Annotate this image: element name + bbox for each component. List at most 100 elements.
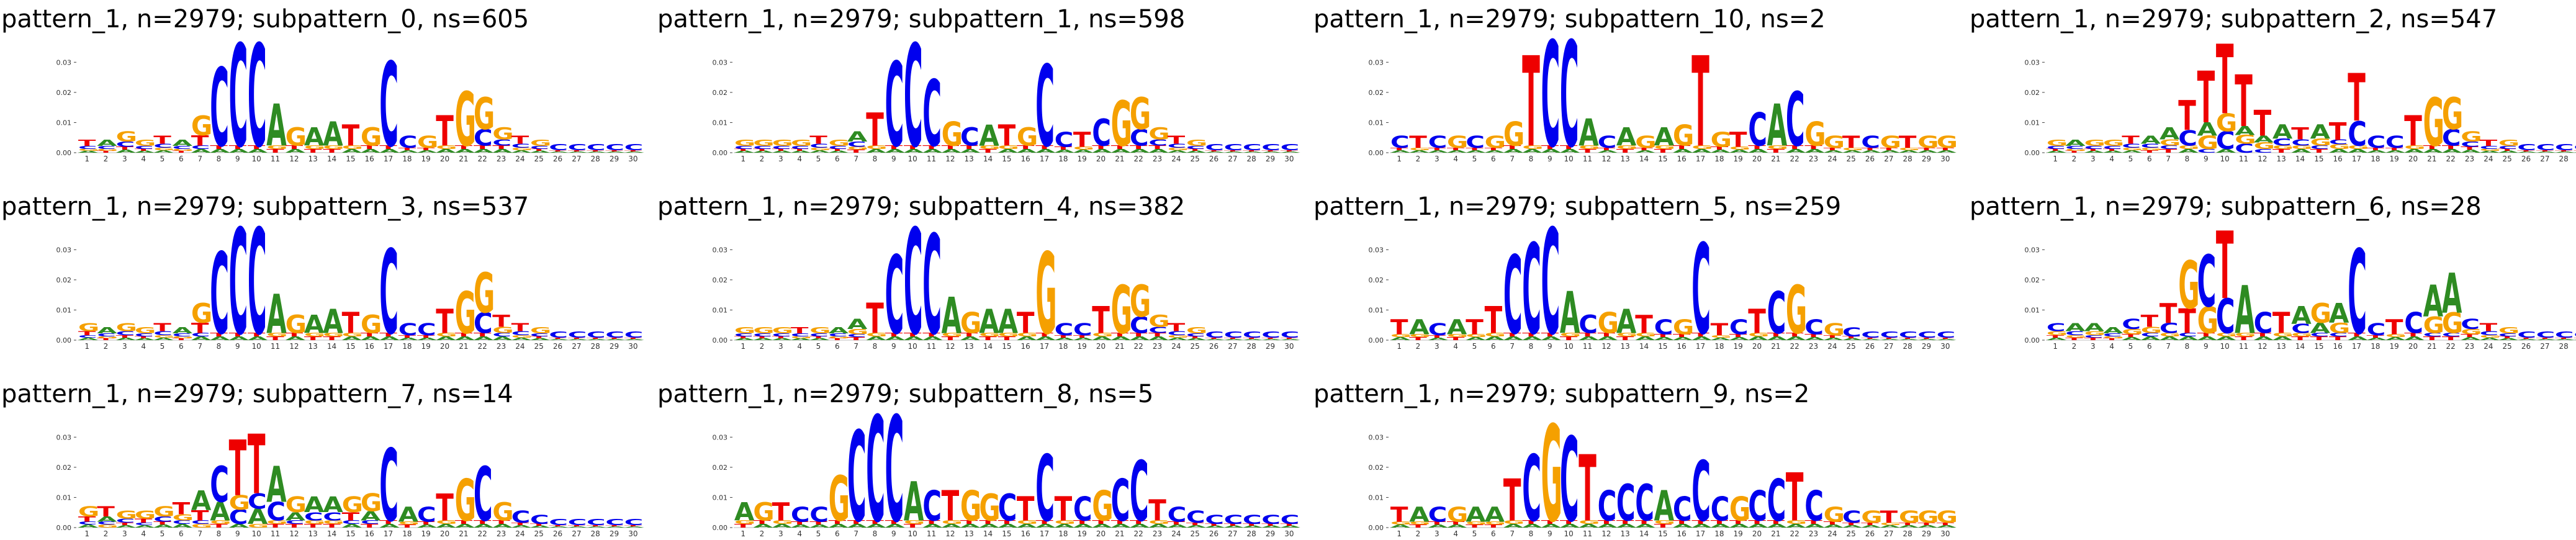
x-tick-label: 17 (384, 342, 393, 351)
logo-letter: T (78, 515, 96, 523)
logo-letter: G (474, 88, 495, 140)
logo-letter: G (998, 145, 1019, 150)
x-tick-label: 9 (1547, 529, 1552, 538)
logo-letter: A (97, 326, 117, 335)
logo-letter: A (492, 523, 513, 529)
x-tick-label: 23 (497, 155, 506, 163)
x-tick-label: 2 (2072, 155, 2077, 163)
logo-letter: T (847, 520, 865, 525)
x-tick-label: 18 (402, 529, 412, 538)
x-tick-label: 13 (1621, 342, 1630, 351)
x-tick-label: 1 (1397, 529, 1402, 538)
logo-letter: C (2141, 332, 2160, 338)
logo-letter: A (417, 524, 438, 529)
logo-letter: G (829, 138, 850, 148)
x-tick-label: 7 (2166, 342, 2171, 351)
x-tick-label: 4 (797, 342, 802, 351)
x-tick-label: 17 (384, 529, 393, 538)
logo-letter: A (379, 336, 400, 341)
logo-letter: C (1224, 330, 1243, 340)
logo-letter: G (248, 523, 269, 529)
logo-letter: G (135, 326, 156, 335)
x-tick-label: 10 (2220, 155, 2230, 163)
y-tick-label: 0.00 (1369, 149, 1384, 157)
logo-letter: G (455, 280, 476, 347)
logo-letter: C (2461, 317, 2480, 333)
logo-letter: T (1428, 521, 1446, 526)
x-tick-label: 11 (1583, 529, 1592, 538)
logo-letter: G (1711, 128, 1732, 152)
logo-letter: A (2197, 336, 2218, 341)
logo-letter: T (791, 326, 809, 335)
logo-letter: A (1243, 339, 1263, 341)
logo-letter: A (1243, 151, 1263, 153)
logo-letter: T (78, 330, 96, 336)
logo-letter: T (829, 338, 847, 341)
logo-letter: T (191, 508, 209, 524)
x-tick-label: 29 (610, 342, 619, 351)
logo-letter: T (568, 338, 587, 340)
logo-letter: C (2574, 330, 2576, 340)
logo-letter: A (2517, 339, 2537, 341)
logo-letter: A (1148, 336, 1169, 341)
x-tick-label: 21 (1771, 155, 1780, 163)
logo-letter: T (922, 332, 940, 338)
logo-letter: A (2348, 148, 2368, 154)
logo-letter: C (1243, 513, 1262, 527)
x-tick-label: 25 (2503, 155, 2512, 163)
y-tick-label: 0.01 (56, 119, 72, 127)
logo-letter: G (960, 482, 981, 531)
logo-letter: A (1861, 339, 1881, 341)
logo-letter: C (1168, 143, 1187, 149)
logo-letter: C (135, 522, 154, 526)
x-tick-label: 2 (104, 155, 109, 163)
logo-letter: C (2329, 139, 2348, 146)
logo-letter: A (1917, 524, 1937, 528)
x-tick-label: 6 (2147, 342, 2152, 351)
logo-letter: A (1092, 336, 1112, 341)
x-tick-label: 3 (1434, 529, 1439, 538)
x-tick-label: 24 (1827, 342, 1837, 351)
logo-letter: G (1390, 333, 1412, 338)
logo-letter: A (417, 150, 437, 153)
logo-letter: T (960, 145, 978, 150)
logo-letter: A (1281, 151, 1300, 153)
panel-title: pattern_1, n=2979; subpattern_4, ns=382 (657, 192, 1185, 221)
logo-letter: T (2197, 332, 2215, 338)
logo-letter: A (1261, 525, 1281, 528)
logo-letter: G (1168, 335, 1189, 338)
logo-letter: A (2122, 150, 2141, 153)
x-tick-label: 19 (421, 155, 431, 163)
logo-letter: T (1861, 147, 1879, 151)
logo-letter: A (904, 148, 924, 154)
logo-letter: G (753, 138, 774, 148)
logo-letter: T (979, 148, 997, 154)
logo-letter: G (753, 326, 774, 335)
x-tick-label: 11 (271, 155, 280, 163)
logo-letter: T (624, 525, 643, 527)
logo-letter: A (1205, 525, 1225, 528)
logo-letter: C (1522, 437, 1541, 540)
logo-letter: G (734, 520, 755, 525)
logo-letter: A (1390, 336, 1412, 341)
logo-letter: T (116, 335, 134, 338)
x-tick-label: 22 (1134, 155, 1143, 163)
logo-letter: C (1130, 125, 1149, 151)
logo-letter: T (2272, 307, 2290, 340)
logo-letter: G (116, 321, 137, 334)
logo-letter: G (2498, 138, 2520, 148)
logo-letter: T (904, 332, 922, 338)
logo-letter: C (2178, 332, 2197, 338)
logo-letter: A (979, 523, 999, 529)
logo-letter: C (1224, 513, 1243, 527)
x-tick-label: 27 (572, 342, 581, 351)
logo-letter: G (1485, 521, 1506, 526)
logo-letter: G (2159, 332, 2181, 338)
x-tick-label: 18 (1058, 529, 1068, 538)
x-tick-label: 25 (2503, 342, 2512, 351)
logo-letter: C (530, 145, 549, 150)
x-tick-label: 28 (1247, 529, 1256, 538)
logo-panel: pattern_1, n=2979; subpattern_5, ns=259 0… (1313, 192, 1957, 367)
logo-letter: A (885, 523, 906, 529)
logo-letter: G (1880, 522, 1901, 526)
